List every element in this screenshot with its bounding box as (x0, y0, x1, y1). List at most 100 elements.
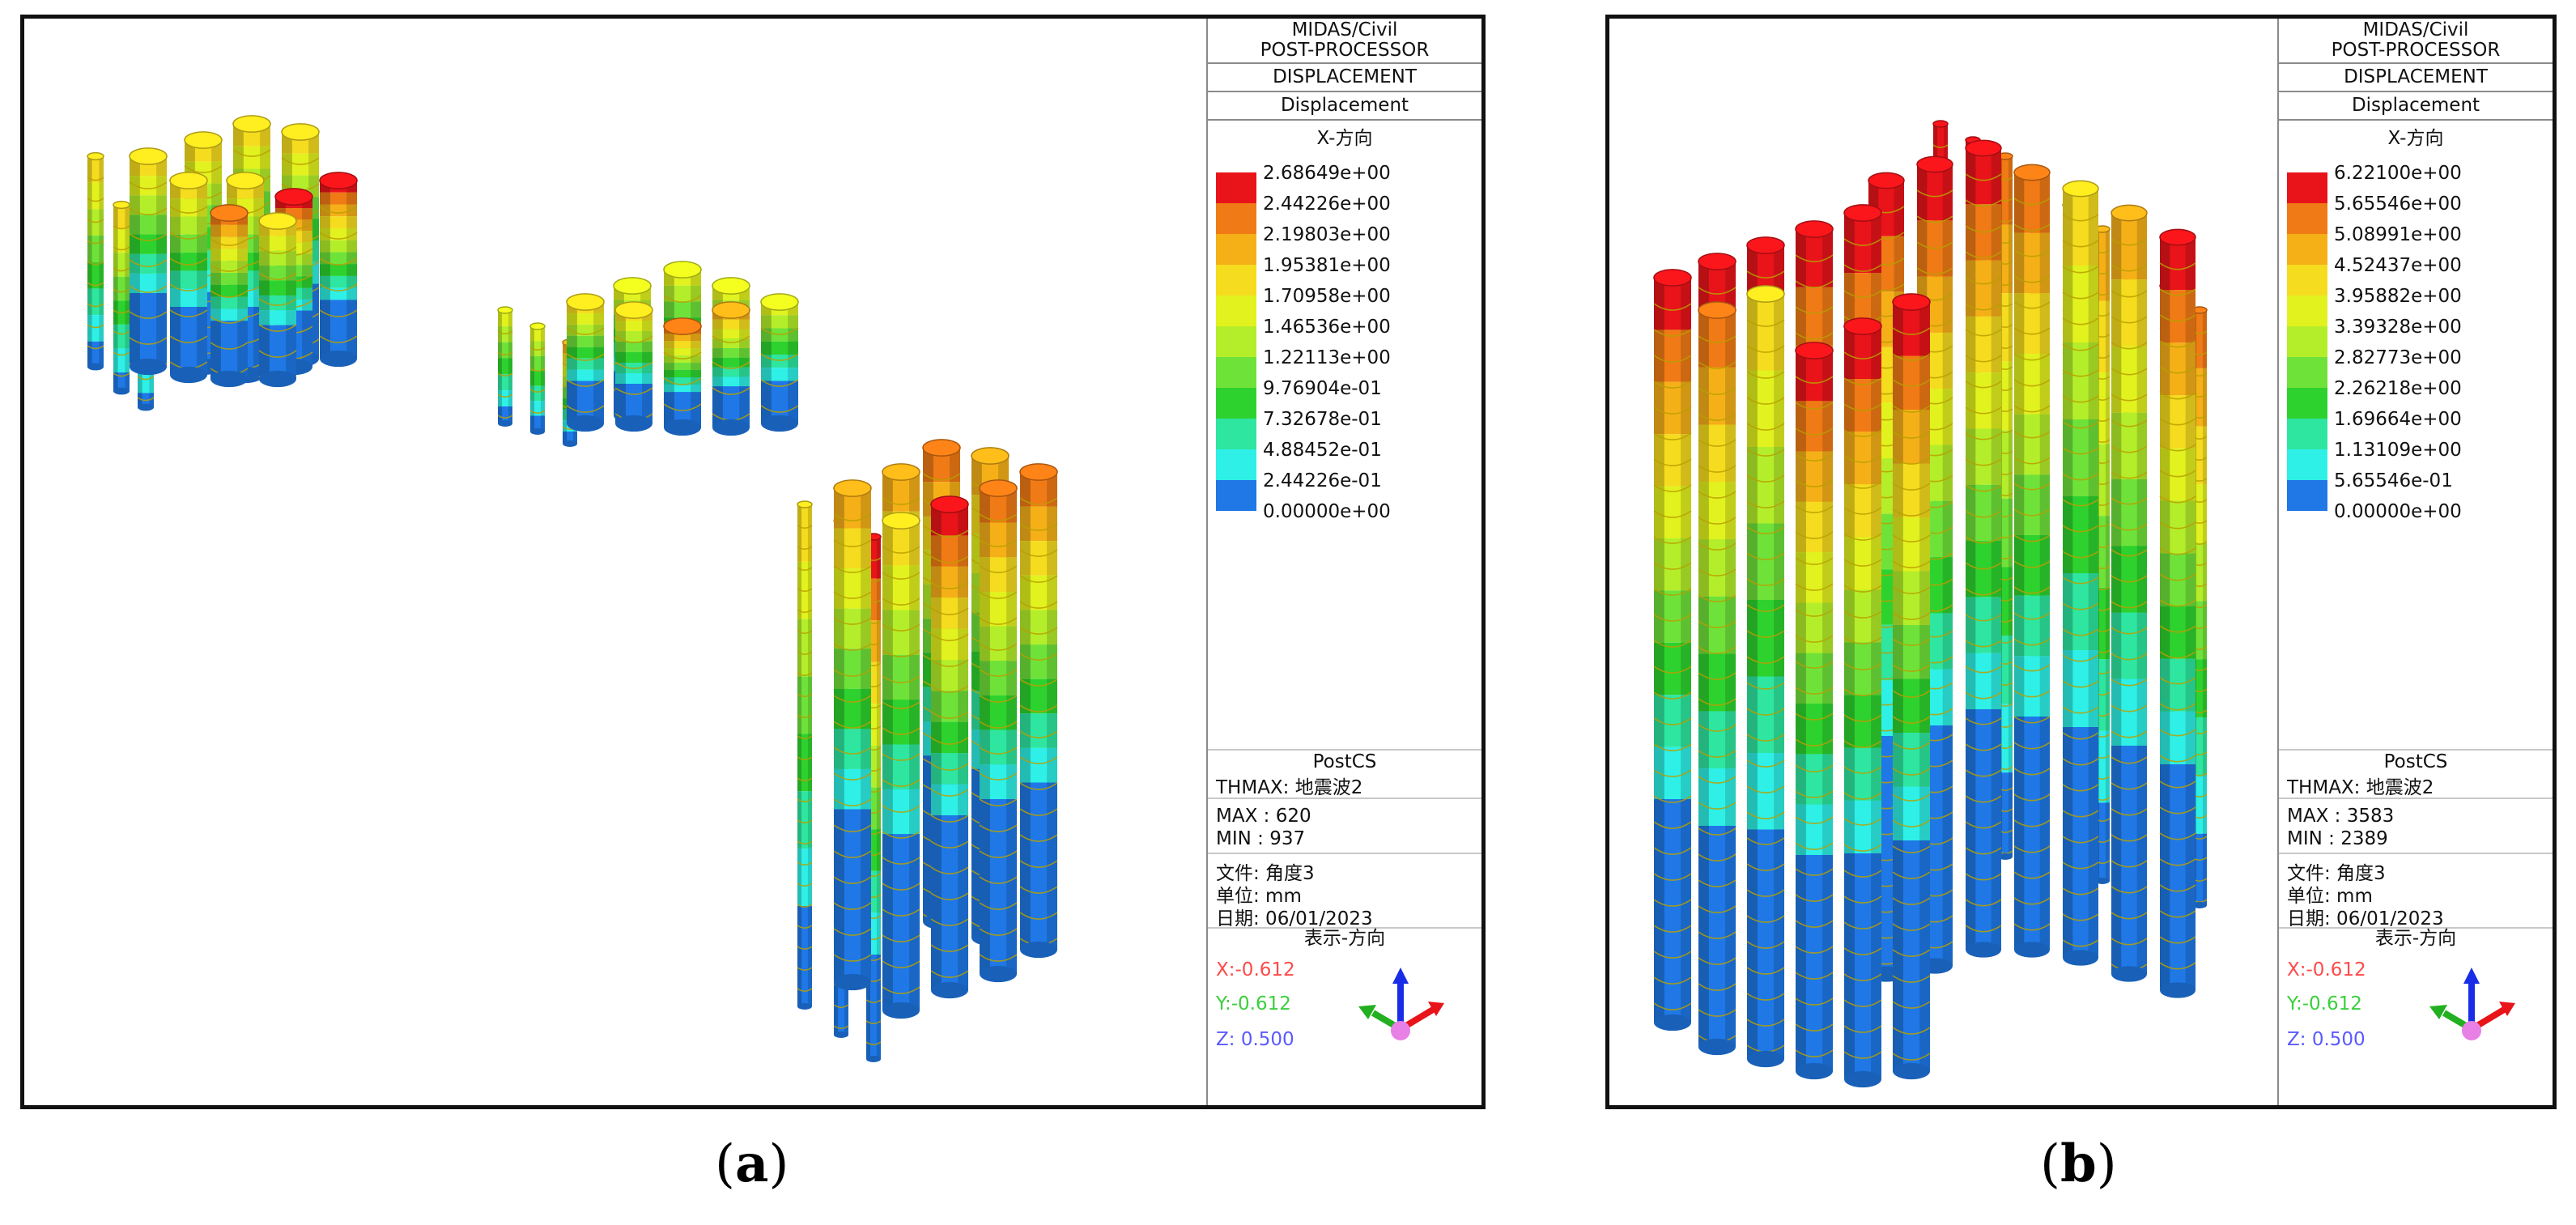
legend-value: 5.65546e-01 (2334, 470, 2453, 491)
pile (712, 301, 750, 436)
legend-scale-row: 1.95381e+00 (1216, 255, 1475, 296)
legend-date: 日期: 06/01/2023 (2287, 908, 2444, 929)
pile (882, 512, 920, 1019)
legend-file: 文件: 角度3 (1216, 863, 1315, 884)
legend-result-type: DISPLACEMENT (1273, 66, 1417, 87)
legend-software: MIDAS/Civil (1291, 19, 1398, 40)
legend-value: 1.69664e+00 (2334, 409, 2462, 430)
pile (797, 500, 813, 1010)
caption-a: (a) (715, 1134, 789, 1194)
legend-value: 1.70958e+00 (1263, 286, 1391, 307)
legend-unit: 单位: mm (2287, 886, 2373, 907)
legend-swatch (2287, 419, 2327, 449)
contour-legend: MIDAS/Civil POST-PROCESSOR DISPLACEMENT … (2277, 19, 2553, 1105)
legend-value: 0.00000e+00 (1263, 501, 1391, 522)
pile (930, 496, 969, 999)
legend-scale-row: 3.95882e+00 (2287, 286, 2546, 326)
legend-value: 2.26218e+00 (2334, 378, 2462, 399)
legend-dir-y: Y:-0.612 (1216, 993, 1291, 1014)
pile (1843, 317, 1882, 1088)
legend-value: 1.46536e+00 (1263, 317, 1391, 338)
pile (2062, 180, 2099, 966)
legend-unit: 单位: mm (1216, 886, 1302, 907)
pile (258, 212, 297, 388)
legend-scale-row: 0.00000e+00 (1216, 501, 1475, 542)
axis-triad-icon (1358, 968, 1444, 1040)
legend-min: MIN : 937 (1216, 828, 1306, 849)
pile (2159, 228, 2196, 998)
legend-scale-row: 0.00000e+00 (2287, 501, 2546, 542)
legend-scale-row: 2.26218e+00 (2287, 378, 2546, 419)
legend-swatch (1216, 326, 1256, 357)
pile (614, 301, 653, 432)
legend-max: MAX : 620 (1216, 806, 1311, 827)
legend-scale-row: 5.65546e+00 (2287, 194, 2546, 234)
pile (1698, 301, 1736, 1056)
legend-swatch (1216, 265, 1256, 296)
legend-scale-row: 1.70958e+00 (1216, 286, 1475, 326)
legend-dir-y: Y:-0.612 (2287, 993, 2362, 1014)
legend-value: 4.88452e-01 (1263, 440, 1382, 461)
pile (1795, 342, 1834, 1080)
legend-date: 日期: 06/01/2023 (1216, 908, 1373, 929)
legend-component: X-方向 (2387, 128, 2444, 149)
legend-view-direction-title: 表示-方向 (1303, 928, 1386, 949)
legend-swatch (1216, 296, 1256, 326)
legend-swatch (2287, 296, 2327, 326)
contour-legend: MIDAS/Civil POST-PROCESSOR DISPLACEMENT … (1206, 19, 1481, 1105)
legend-scale-row: 2.68649e+00 (1216, 163, 1475, 203)
pile (760, 293, 799, 432)
legend-color-scale: 2.68649e+00 2.44226e+00 2.19803e+00 1.95381… (1208, 163, 1481, 561)
legend-value: 4.52437e+00 (2334, 255, 2462, 276)
legend-swatch (2287, 480, 2327, 511)
legend-swatch (1216, 419, 1256, 449)
legend-swatch (2287, 172, 2327, 203)
legend-scale-row: 6.22100e+00 (2287, 163, 2546, 203)
legend-color-scale: 6.22100e+00 5.65546e+00 5.08991e+00 4.52437… (2279, 163, 2553, 561)
legend-result-subtype: Displacement (1280, 95, 1409, 116)
legend-scale-row: 2.19803e+00 (1216, 224, 1475, 265)
legend-value: 9.76904e-01 (1263, 378, 1382, 399)
caption-b: (b) (2040, 1134, 2117, 1194)
legend-scale-row: 2.44226e+00 (1216, 194, 1475, 234)
pile (979, 479, 1018, 983)
pile (2111, 204, 2148, 982)
legend-dir-x: X:-0.612 (2287, 959, 2366, 980)
legend-scale-row: 1.69664e+00 (2287, 409, 2546, 449)
legend-swatch (2287, 388, 2327, 419)
legend-scale-row: 2.82773e+00 (2287, 347, 2546, 388)
legend-value: 5.08991e+00 (2334, 224, 2462, 245)
legend-swatch (2287, 203, 2327, 234)
pile (497, 306, 513, 427)
legend-load-case: THMAX: 地震波2 (2287, 777, 2434, 798)
legend-stage: PostCS (1312, 751, 1377, 772)
pile (319, 172, 358, 368)
legend-min: MIN : 2389 (2287, 828, 2388, 849)
legend-scale-row: 2.44226e-01 (1216, 470, 1475, 511)
pile (113, 200, 130, 395)
legend-scale-row: 1.46536e+00 (1216, 317, 1475, 357)
legend-swatch (2287, 234, 2327, 265)
legend-value: 2.44226e-01 (1263, 470, 1382, 491)
legend-swatch (1216, 234, 1256, 265)
legend-scale-row: 5.08991e+00 (2287, 224, 2546, 265)
legend-scale-row: 4.52437e+00 (2287, 255, 2546, 296)
legend-file: 文件: 角度3 (2287, 863, 2386, 884)
legend-software: MIDAS/Civil (2362, 19, 2469, 40)
legend-value: 2.44226e+00 (1263, 194, 1391, 215)
pile (566, 293, 605, 432)
legend-scale-row: 5.65546e-01 (2287, 470, 2546, 511)
legend-scale-row: 1.13109e+00 (2287, 440, 2546, 480)
legend-dir-z: Z: 0.500 (1216, 1029, 1294, 1050)
pile (210, 204, 249, 388)
legend-value: 0.00000e+00 (2334, 501, 2462, 522)
axis-triad-icon (2429, 968, 2515, 1040)
legend-load-case: THMAX: 地震波2 (1216, 777, 1363, 798)
pile-group-model-view (87, 115, 1058, 1062)
panel-a: MIDAS/Civil POST-PROCESSOR DISPLACEMENT … (20, 15, 1486, 1109)
pile (1892, 293, 1931, 1080)
pile (529, 322, 546, 435)
legend-value: 2.82773e+00 (2334, 347, 2462, 368)
legend-postprocessor: POST-PROCESSOR (1260, 40, 1430, 61)
legend-value: 2.68649e+00 (1263, 163, 1391, 184)
